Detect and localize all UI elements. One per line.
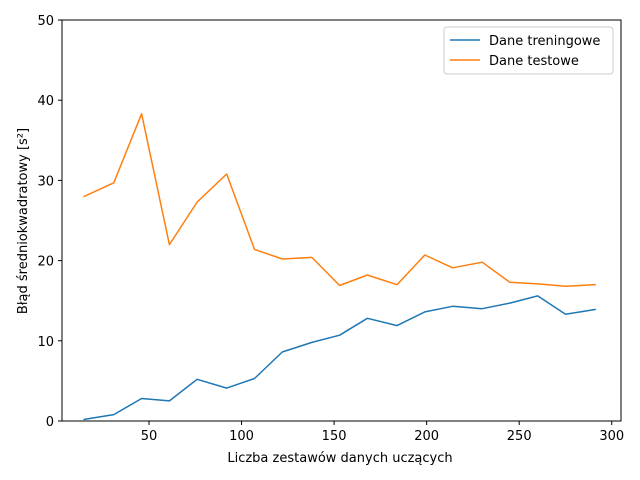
y-tick-label: 30 [37,174,54,189]
y-axis-label: Błąd średniokwadratowy [s²] [16,128,31,314]
x-tick-label: 200 [414,429,439,444]
legend-frame [443,26,614,75]
x-tick-label: 100 [229,429,254,444]
x-axis-label: Liczba zestawów danych uczących [227,451,452,466]
legend: Dane treningowe Dane testowe [443,26,614,75]
y-tick-label: 40 [37,94,54,109]
series-line-training [83,295,596,421]
ticks-layer: 50 100 150 200 250 300 0 10 20 30 40 50 [37,14,624,444]
series-line-test [83,113,596,288]
x-tick-label: 300 [599,429,624,444]
legend-label-training: Dane treningowe [489,34,600,49]
x-tick-label: 250 [507,429,532,444]
x-tick-label: 50 [141,429,158,444]
y-tick-label: 10 [37,335,54,350]
y-tick-label: 50 [37,14,54,29]
y-tick-label: 20 [37,255,54,270]
series-layer [83,113,596,421]
axes-layer [61,19,622,422]
legend-label-test: Dane testowe [489,54,579,69]
y-tick-label: 0 [46,415,54,430]
axes-frame [61,19,622,422]
x-tick-label: 150 [322,429,347,444]
